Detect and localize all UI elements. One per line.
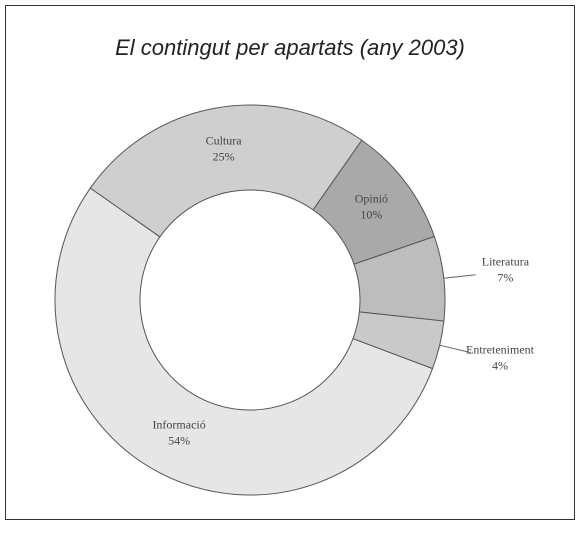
category-label: Cultura (206, 133, 243, 147)
donut-segment (54, 187, 434, 496)
category-label: Informació (152, 417, 205, 431)
value-label: 54% (168, 433, 190, 447)
category-label: Entreteniment (466, 343, 535, 357)
value-label: 7% (497, 270, 513, 284)
chart-title: El contingut per apartats (any 2003) (115, 35, 465, 60)
value-label: 10% (360, 208, 382, 222)
category-label: Literatura (482, 254, 530, 268)
value-label: 25% (213, 149, 235, 163)
leader-line (443, 274, 476, 279)
donut-segment (89, 104, 363, 238)
value-label: 4% (492, 359, 508, 373)
category-label: Opinió (355, 192, 388, 206)
leader-line (439, 344, 471, 354)
